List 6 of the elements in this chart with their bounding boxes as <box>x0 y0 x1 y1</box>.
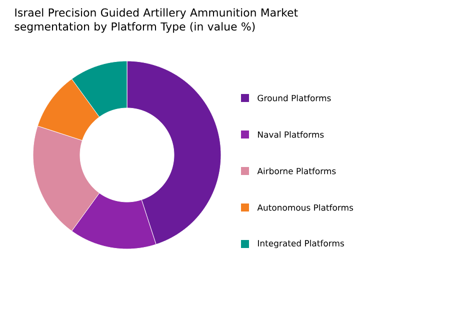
chart-title: Israel Precision Guided Artillery Ammunition Market segmentation by Platform Type (in value %) <box>14 8 298 33</box>
legend-label: Airborne Platforms <box>257 168 336 174</box>
legend-label: Integrated Platforms <box>258 240 344 248</box>
legend-label: Naval Platforms <box>258 131 324 138</box>
legend-label: Autonomous Platforms <box>257 204 354 211</box>
legend-label: Ground Platforms <box>258 94 331 102</box>
